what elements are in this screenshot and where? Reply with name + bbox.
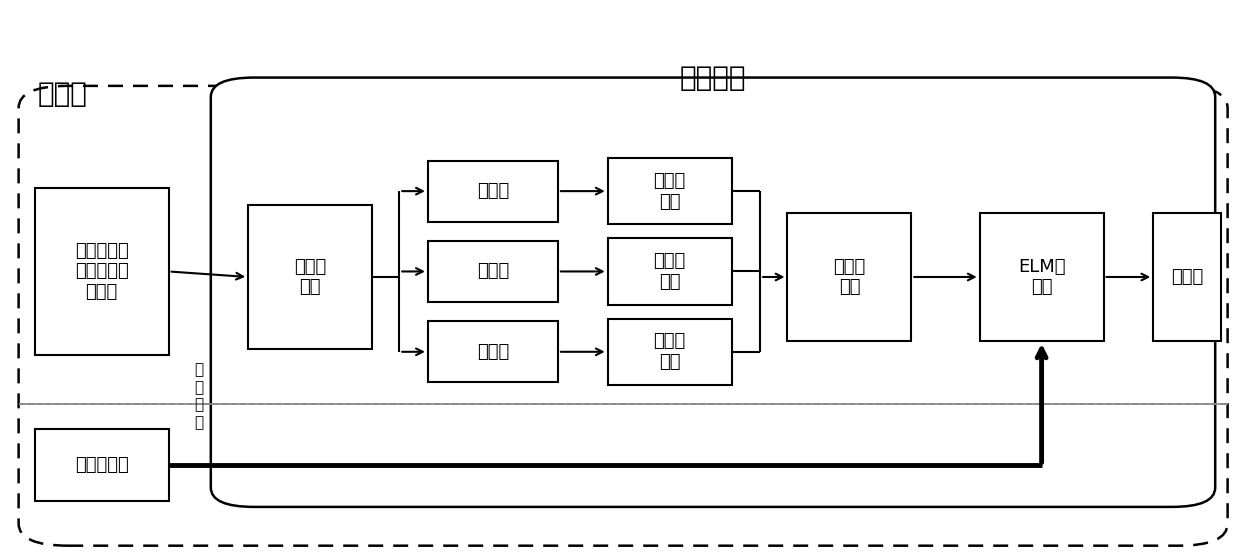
Text: 指数熵: 指数熵 <box>476 263 510 280</box>
Bar <box>608 319 732 385</box>
Text: 提取熵
特征: 提取熵 特征 <box>294 258 326 296</box>
Text: 特
征
提
取: 特 征 提 取 <box>193 362 203 430</box>
Bar <box>428 321 558 382</box>
Bar <box>980 213 1104 341</box>
Bar <box>428 161 558 222</box>
Bar <box>608 158 732 224</box>
Bar <box>35 429 169 501</box>
Bar <box>428 241 558 302</box>
Text: 一维云
模型: 一维云 模型 <box>653 172 686 211</box>
Text: ELM分
类器: ELM分 类器 <box>1018 258 1065 296</box>
Text: 特征提取: 特征提取 <box>680 64 746 91</box>
Text: 识别率: 识别率 <box>1171 268 1204 286</box>
Bar <box>608 238 732 305</box>
Text: 范数熵: 范数熵 <box>476 343 510 361</box>
Text: 一维云
模型: 一维云 模型 <box>653 252 686 291</box>
Text: 香农熵: 香农熵 <box>476 182 510 200</box>
Text: 待识别信号: 待识别信号 <box>74 456 129 474</box>
Text: 数据库: 数据库 <box>37 80 87 108</box>
Bar <box>1153 213 1221 341</box>
Bar <box>35 188 169 355</box>
Text: 不同信噪比
下的各类调
制信号: 不同信噪比 下的各类调 制信号 <box>74 242 129 301</box>
Bar <box>248 205 372 349</box>
FancyBboxPatch shape <box>211 78 1215 507</box>
FancyBboxPatch shape <box>19 86 1228 546</box>
Text: 综合云
公式: 综合云 公式 <box>833 258 866 296</box>
Bar <box>787 213 911 341</box>
Text: 一维云
模型: 一维云 模型 <box>653 332 686 371</box>
